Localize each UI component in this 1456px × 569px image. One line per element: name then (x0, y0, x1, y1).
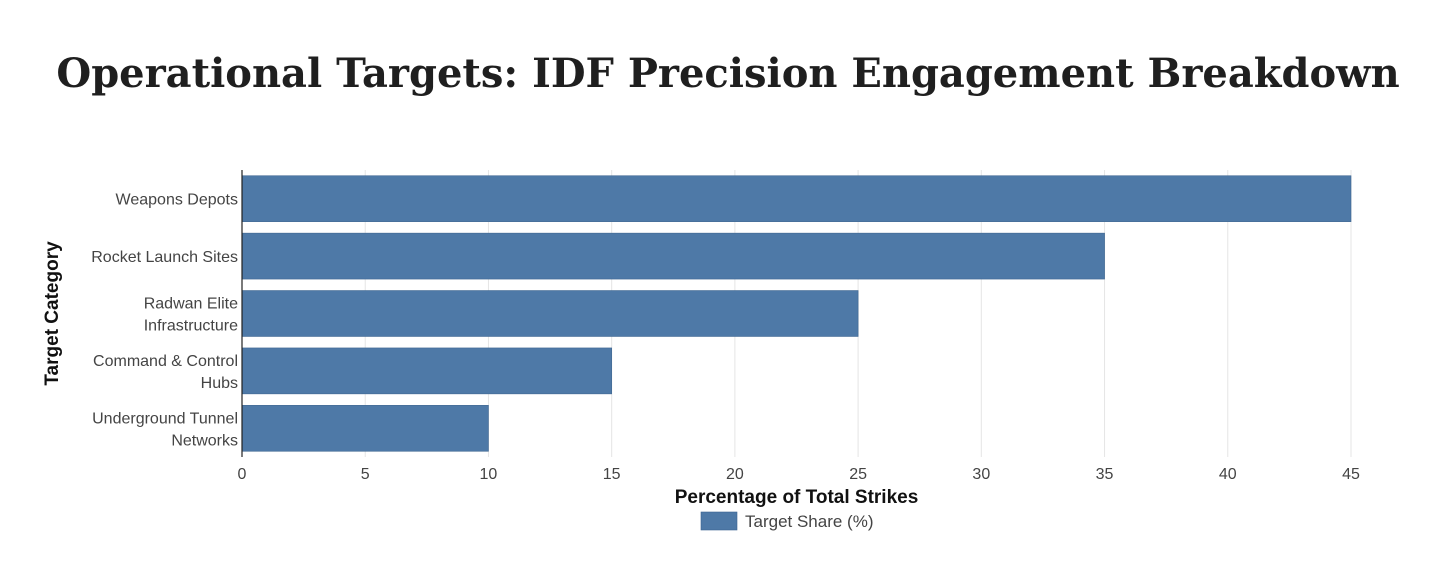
y-tick-label: Weapons Depots (116, 192, 238, 209)
bar (241, 175, 1352, 222)
x-tick-label: 45 (1342, 466, 1360, 483)
y-tick-label: Command & Control (93, 353, 238, 370)
y-tick-label: Rocket Launch Sites (91, 249, 238, 266)
y-tick-label: Infrastructure (144, 318, 238, 335)
x-tick-labels: 0 5 10 15 20 25 30 35 40 45 (238, 466, 1360, 483)
x-axis-title: Percentage of Total Strikes (675, 487, 919, 508)
chart-title: Operational Targets: IDF Precision Engag… (56, 50, 1400, 97)
legend: Target Share (%) (700, 511, 874, 531)
y-tick-label: Networks (171, 432, 238, 449)
x-tick-label: 0 (238, 466, 247, 483)
y-axis-title: Target Category (42, 241, 63, 386)
bar (241, 347, 612, 395)
x-tick-label: 15 (603, 466, 621, 483)
legend-label: Target Share (%) (745, 512, 874, 531)
bar (241, 290, 859, 337)
x-tick-label: 25 (849, 466, 867, 483)
x-tick-label: 40 (1219, 466, 1237, 483)
x-tick-label: 5 (361, 466, 370, 483)
y-tick-label: Hubs (201, 375, 238, 392)
y-tick-label: Underground Tunnel (92, 410, 238, 427)
x-tick-label: 30 (972, 466, 990, 483)
x-tick-label: 35 (1096, 466, 1114, 483)
x-tick-label: 20 (726, 466, 744, 483)
bar (241, 232, 1105, 280)
x-tick-label: 10 (480, 466, 498, 483)
legend-swatch (700, 511, 738, 531)
bar (241, 405, 489, 452)
y-tick-label: Radwan Elite (144, 296, 238, 313)
bars (241, 175, 1352, 452)
y-tick-labels: Weapons Depots Rocket Launch Sites Radwan … (91, 192, 238, 450)
